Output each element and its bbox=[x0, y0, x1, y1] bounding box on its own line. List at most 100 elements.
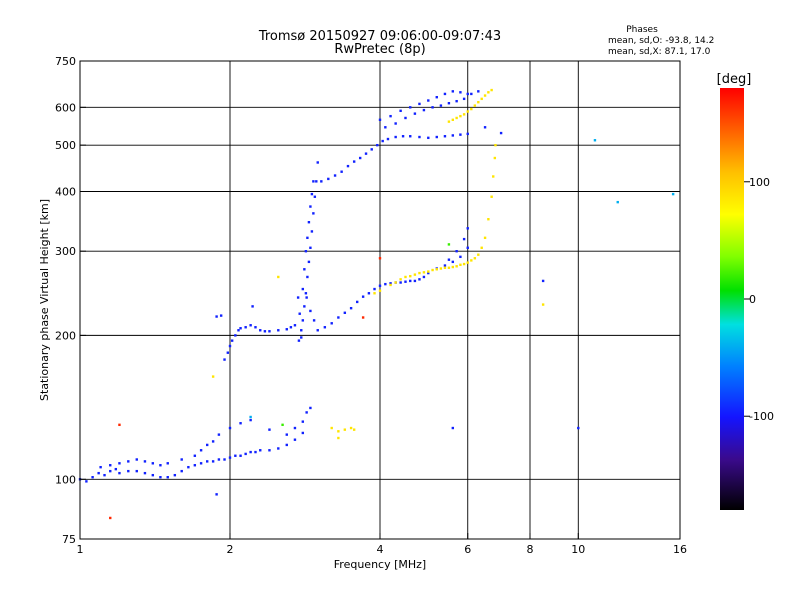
scatter-point bbox=[349, 306, 353, 310]
x-tick-label: 4 bbox=[377, 543, 384, 556]
scatter-point bbox=[378, 289, 382, 292]
scatter-point bbox=[404, 280, 407, 283]
scatter-point bbox=[239, 454, 242, 457]
scatter-point bbox=[217, 458, 221, 461]
scatter-point bbox=[187, 465, 190, 469]
scatter-point bbox=[541, 279, 545, 283]
y-tick-label: 500 bbox=[55, 139, 76, 152]
scatter-point bbox=[378, 118, 382, 122]
scatter-point bbox=[370, 148, 373, 151]
scatter-point bbox=[320, 180, 323, 183]
scatter-point bbox=[443, 266, 447, 269]
scatter-point bbox=[616, 200, 619, 204]
scatter-point bbox=[293, 438, 297, 441]
scatter-point bbox=[281, 423, 284, 427]
scatter-point bbox=[389, 114, 392, 118]
phases-header: Phases bbox=[626, 25, 658, 35]
scatter-point bbox=[226, 351, 230, 354]
grid-lines bbox=[80, 61, 680, 539]
scatter-point bbox=[306, 236, 309, 240]
scatter-point bbox=[367, 292, 371, 295]
x-tick-label: 1 bbox=[77, 543, 84, 556]
scatter-point bbox=[151, 462, 155, 465]
scatter-point bbox=[480, 97, 483, 101]
scatter-point bbox=[487, 91, 490, 94]
phases-x-line: mean, sd,X: 87.1, 17.0 bbox=[608, 47, 711, 57]
scatter-point bbox=[211, 375, 215, 378]
scatter-point bbox=[466, 246, 469, 249]
scatter-point bbox=[151, 473, 155, 477]
scatter-point bbox=[352, 160, 356, 163]
scatter-point bbox=[118, 471, 121, 475]
scatter-point bbox=[343, 311, 347, 314]
scatter-point bbox=[409, 274, 412, 278]
x-tick-label: 16 bbox=[673, 543, 687, 556]
scatter-point bbox=[480, 246, 483, 249]
scatter-point bbox=[219, 314, 223, 317]
y-tick-label: 600 bbox=[55, 101, 76, 114]
scatter-point bbox=[127, 469, 130, 473]
scatter-point bbox=[193, 454, 197, 457]
scatter-point bbox=[159, 464, 162, 467]
scatter-point bbox=[303, 268, 306, 271]
scatter-point bbox=[361, 316, 365, 319]
scatter-point bbox=[376, 143, 379, 147]
scatter-point bbox=[143, 471, 147, 475]
scatter-point bbox=[447, 102, 451, 105]
scatter-point bbox=[409, 279, 412, 283]
scatter-point bbox=[307, 221, 311, 224]
scatter-point bbox=[109, 516, 112, 520]
scatter-point bbox=[671, 192, 675, 196]
scatter-point bbox=[435, 95, 438, 99]
scatter-point bbox=[166, 462, 169, 465]
scatter-point bbox=[352, 428, 356, 431]
scatter-point bbox=[234, 334, 237, 337]
scatter-point bbox=[435, 135, 438, 139]
scatter-point bbox=[309, 205, 312, 208]
scatter-point bbox=[361, 295, 365, 298]
scatter-point bbox=[494, 143, 497, 147]
scatter-point bbox=[249, 418, 252, 422]
scatter-point bbox=[307, 260, 311, 264]
scatter-point bbox=[215, 315, 218, 318]
scatter-point bbox=[373, 287, 376, 291]
scatter-point bbox=[447, 243, 451, 246]
scatter-point bbox=[205, 443, 209, 447]
scatter-point bbox=[277, 447, 280, 450]
scatter-point bbox=[427, 270, 430, 273]
scatter-point bbox=[451, 260, 455, 264]
scatter-point bbox=[193, 464, 197, 467]
scatter-point bbox=[340, 170, 343, 173]
title-line-2: RwPretec (8p) bbox=[334, 42, 425, 57]
scatter-point bbox=[490, 195, 493, 198]
scatter-point bbox=[404, 116, 407, 120]
scatter-point bbox=[127, 460, 130, 463]
scatter-point bbox=[285, 328, 288, 331]
title-line-1: Tromsø 20150927 09:06:00-09:07:43 bbox=[258, 29, 501, 44]
scatter-point bbox=[249, 415, 252, 419]
scatter-point bbox=[301, 287, 305, 291]
y-tick-label: 300 bbox=[55, 245, 76, 258]
scatter-point bbox=[399, 281, 402, 284]
colorbar-tick-label: -100 bbox=[749, 410, 774, 423]
scatter-point bbox=[249, 324, 252, 327]
scatter-point bbox=[466, 261, 469, 264]
scatter-point bbox=[455, 99, 458, 103]
scatter-point bbox=[427, 99, 430, 102]
scatter-point bbox=[577, 426, 580, 430]
scatter-point bbox=[305, 296, 308, 299]
scatter-point bbox=[418, 278, 421, 281]
scatter-point bbox=[254, 450, 257, 454]
scatter-point bbox=[413, 279, 417, 283]
scatter-point bbox=[173, 473, 177, 477]
scatter-point bbox=[297, 339, 301, 342]
scatter-point bbox=[541, 303, 545, 306]
colorbar bbox=[720, 88, 744, 510]
scatter-point bbox=[135, 469, 138, 473]
scatter-point bbox=[85, 480, 88, 483]
scatter-point bbox=[211, 440, 215, 443]
scatter-point bbox=[343, 428, 347, 431]
scatter-point bbox=[378, 257, 382, 260]
scatter-point bbox=[285, 433, 288, 436]
scatter-point bbox=[459, 263, 462, 266]
